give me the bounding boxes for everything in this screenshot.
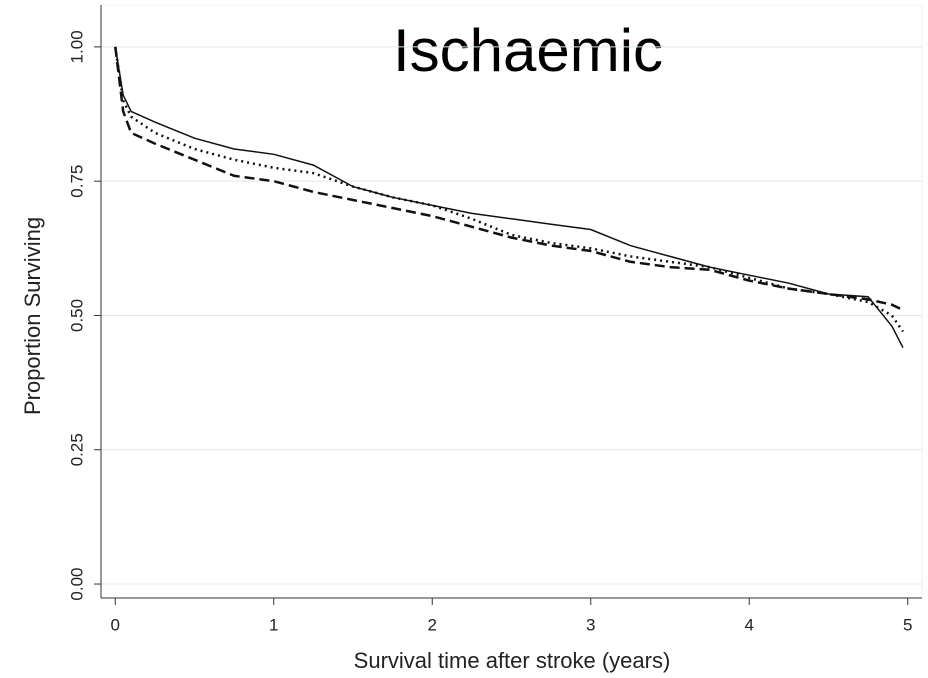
x-tick-label: 5 xyxy=(903,615,912,634)
x-tick-label: 1 xyxy=(269,615,278,634)
survival-curve xyxy=(114,46,904,312)
x-tick-label: 4 xyxy=(745,615,754,634)
y-tick-label: 0.25 xyxy=(67,433,86,466)
x-tick-label: 2 xyxy=(428,615,437,634)
y-tick-label: 1.00 xyxy=(67,30,86,63)
y-tick-label: 0.00 xyxy=(67,567,86,600)
chart-title: Ischaemic xyxy=(393,17,663,84)
plot-frame xyxy=(100,4,923,599)
x-tick-label: 3 xyxy=(586,615,595,634)
y-tick-label: 0.50 xyxy=(67,299,86,332)
survival-curve xyxy=(114,46,904,349)
survival-curve xyxy=(114,46,905,333)
y-tick-label: 0.75 xyxy=(67,165,86,198)
x-axis-title: Survival time after stroke (years) xyxy=(354,648,671,673)
y-axis-title: Proportion Surviving xyxy=(20,217,45,415)
x-tick-label: 0 xyxy=(111,615,120,634)
